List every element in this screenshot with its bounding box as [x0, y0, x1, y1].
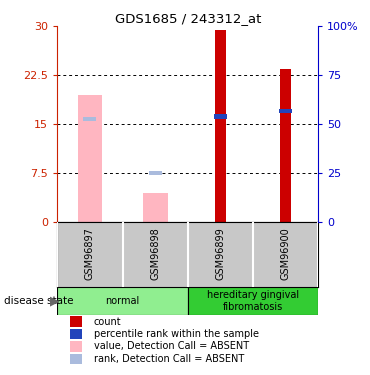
Text: hereditary gingival
fibromatosis: hereditary gingival fibromatosis [207, 290, 299, 312]
Bar [280, 69, 292, 222]
Bar [84, 117, 97, 121]
Bar [57, 287, 188, 315]
Bar [149, 171, 162, 175]
Text: value, Detection Call = ABSENT: value, Detection Call = ABSENT [94, 341, 249, 351]
Text: ▶: ▶ [50, 295, 60, 308]
Text: percentile rank within the sample: percentile rank within the sample [94, 329, 259, 339]
Text: count: count [94, 316, 121, 327]
Bar [279, 109, 292, 113]
Bar [70, 354, 82, 364]
Bar [215, 30, 226, 222]
Bar [214, 114, 227, 118]
Text: rank, Detection Call = ABSENT: rank, Detection Call = ABSENT [94, 354, 244, 364]
Bar [78, 95, 102, 222]
Text: disease state: disease state [4, 296, 73, 306]
Text: GSM96897: GSM96897 [85, 227, 95, 280]
Bar [143, 192, 168, 222]
Bar [188, 287, 318, 315]
Text: GSM96898: GSM96898 [150, 227, 160, 280]
Text: normal: normal [105, 296, 140, 306]
Bar [70, 316, 82, 327]
Bar [70, 329, 82, 339]
Title: GDS1685 / 243312_at: GDS1685 / 243312_at [115, 12, 261, 25]
Text: GSM96899: GSM96899 [215, 227, 225, 280]
Text: GSM96900: GSM96900 [280, 227, 290, 280]
Bar [70, 341, 82, 352]
